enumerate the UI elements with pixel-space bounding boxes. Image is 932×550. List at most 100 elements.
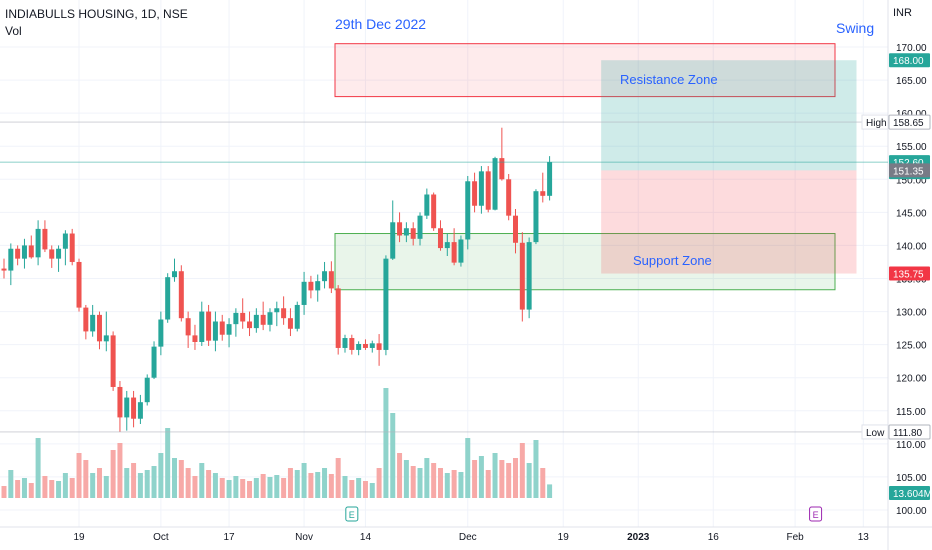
volume-bar	[397, 453, 403, 498]
volume-bar	[376, 468, 382, 498]
volume-bar	[417, 468, 423, 498]
price-marker-value: 151.35	[893, 166, 924, 177]
earnings-badge-label: E	[349, 510, 355, 520]
volume-bar	[451, 470, 457, 498]
volume-bar	[103, 476, 109, 498]
volume-bar	[322, 468, 328, 498]
volume-bar	[69, 478, 75, 498]
candle-body	[260, 314, 266, 325]
candle-body	[103, 335, 109, 342]
drawing-zones	[334, 43, 857, 291]
price-marker	[889, 163, 930, 178]
volume-bar	[8, 470, 14, 498]
candle-body	[151, 346, 157, 378]
candle-body	[287, 318, 293, 329]
volume-bar	[62, 473, 68, 498]
candle-body	[431, 194, 437, 229]
candle-body	[485, 171, 491, 210]
price-marker-value: 135.75	[893, 270, 924, 281]
candle-body	[533, 191, 539, 243]
price-tick-label: 110.00	[896, 440, 926, 451]
price-tick-label: 145.00	[896, 208, 927, 219]
volume-bar	[492, 453, 498, 498]
volume-bar	[90, 473, 96, 498]
volume-bar	[178, 460, 184, 498]
volume-bar	[212, 473, 218, 498]
time-tick-label: 13	[858, 532, 870, 543]
price-tick-label: 120.00	[896, 374, 927, 385]
candle-body	[465, 181, 471, 240]
time-tick-label: Nov	[295, 532, 313, 543]
candle-body	[519, 242, 525, 310]
candlesticks	[1, 127, 553, 432]
candle-body	[513, 215, 518, 243]
volume-bar	[144, 470, 150, 498]
candle-body	[124, 397, 130, 418]
candle-body	[322, 271, 328, 282]
price-marker	[889, 53, 930, 68]
time-tick-label: 19	[73, 532, 85, 543]
candle-body	[219, 321, 225, 335]
price-marker-label: High	[866, 118, 887, 129]
volume-bar	[165, 428, 171, 498]
price-axis: 100.00 105.00 110.00 115.00 120.00 125.00 130.…	[861, 43, 932, 517]
volume-bar	[547, 484, 553, 498]
volume-bar	[21, 478, 27, 498]
candle-body	[212, 321, 218, 341]
candle-body	[144, 377, 150, 403]
earnings-badge	[809, 506, 823, 522]
price-tick-label: 115.00	[896, 407, 926, 418]
volume-bar	[356, 478, 362, 498]
currency-label: INR	[893, 7, 912, 19]
candle-body	[233, 312, 239, 325]
time-tick-label: Oct	[153, 532, 169, 543]
candle-body	[328, 271, 334, 289]
date-annotation[interactable]: 29th Dec 2022	[335, 16, 427, 32]
candle-body	[424, 194, 430, 216]
candle-body	[42, 228, 48, 250]
time-tick-label: 16	[708, 532, 720, 543]
volume-bar	[308, 473, 314, 498]
candle-body	[444, 242, 450, 249]
price-marker	[889, 266, 930, 281]
volume-bar	[56, 481, 62, 498]
price-marker-tag	[861, 424, 889, 440]
candle-body	[458, 239, 464, 263]
volume-bar	[540, 468, 546, 498]
candle-body	[83, 307, 89, 332]
price-marker-value: 13.604M	[893, 489, 932, 500]
price-tick-label: 130.00	[896, 308, 927, 319]
volume-bar	[513, 458, 518, 498]
price-marker-value: 168.00	[893, 56, 924, 67]
symbol-title[interactable]: INDIABULLS HOUSING, 1D, NSE	[5, 7, 188, 21]
volume-bar	[253, 478, 259, 498]
candle-body	[492, 158, 498, 210]
candle-body	[417, 215, 423, 239]
volume-bar	[403, 460, 409, 498]
time-tick-label: Feb	[787, 532, 805, 543]
candle-body	[28, 245, 34, 258]
candle-body	[226, 324, 232, 335]
price-tick-label: 170.00	[896, 43, 927, 54]
volume-bar	[485, 470, 491, 498]
volume-bar	[328, 474, 334, 498]
volume-bar	[444, 473, 450, 498]
volume-bar	[410, 466, 416, 498]
swing-annotation[interactable]: Swing	[836, 20, 875, 36]
time-axis: 19Oct17Nov14Dec19202316Feb13Mar1	[73, 532, 870, 543]
candle-body	[356, 343, 362, 350]
candle-body	[362, 343, 368, 348]
candle-body	[281, 308, 287, 319]
candle-body	[247, 321, 253, 329]
volume-bar	[465, 438, 471, 498]
volume-indicator-label[interactable]: Vol	[5, 24, 22, 38]
candle-body	[526, 242, 532, 310]
volume-bar	[83, 460, 89, 498]
volume-bar	[240, 479, 246, 498]
candle-body	[206, 311, 212, 341]
candle-body	[62, 233, 68, 249]
candle-body	[96, 314, 102, 342]
candle-body	[499, 158, 505, 180]
